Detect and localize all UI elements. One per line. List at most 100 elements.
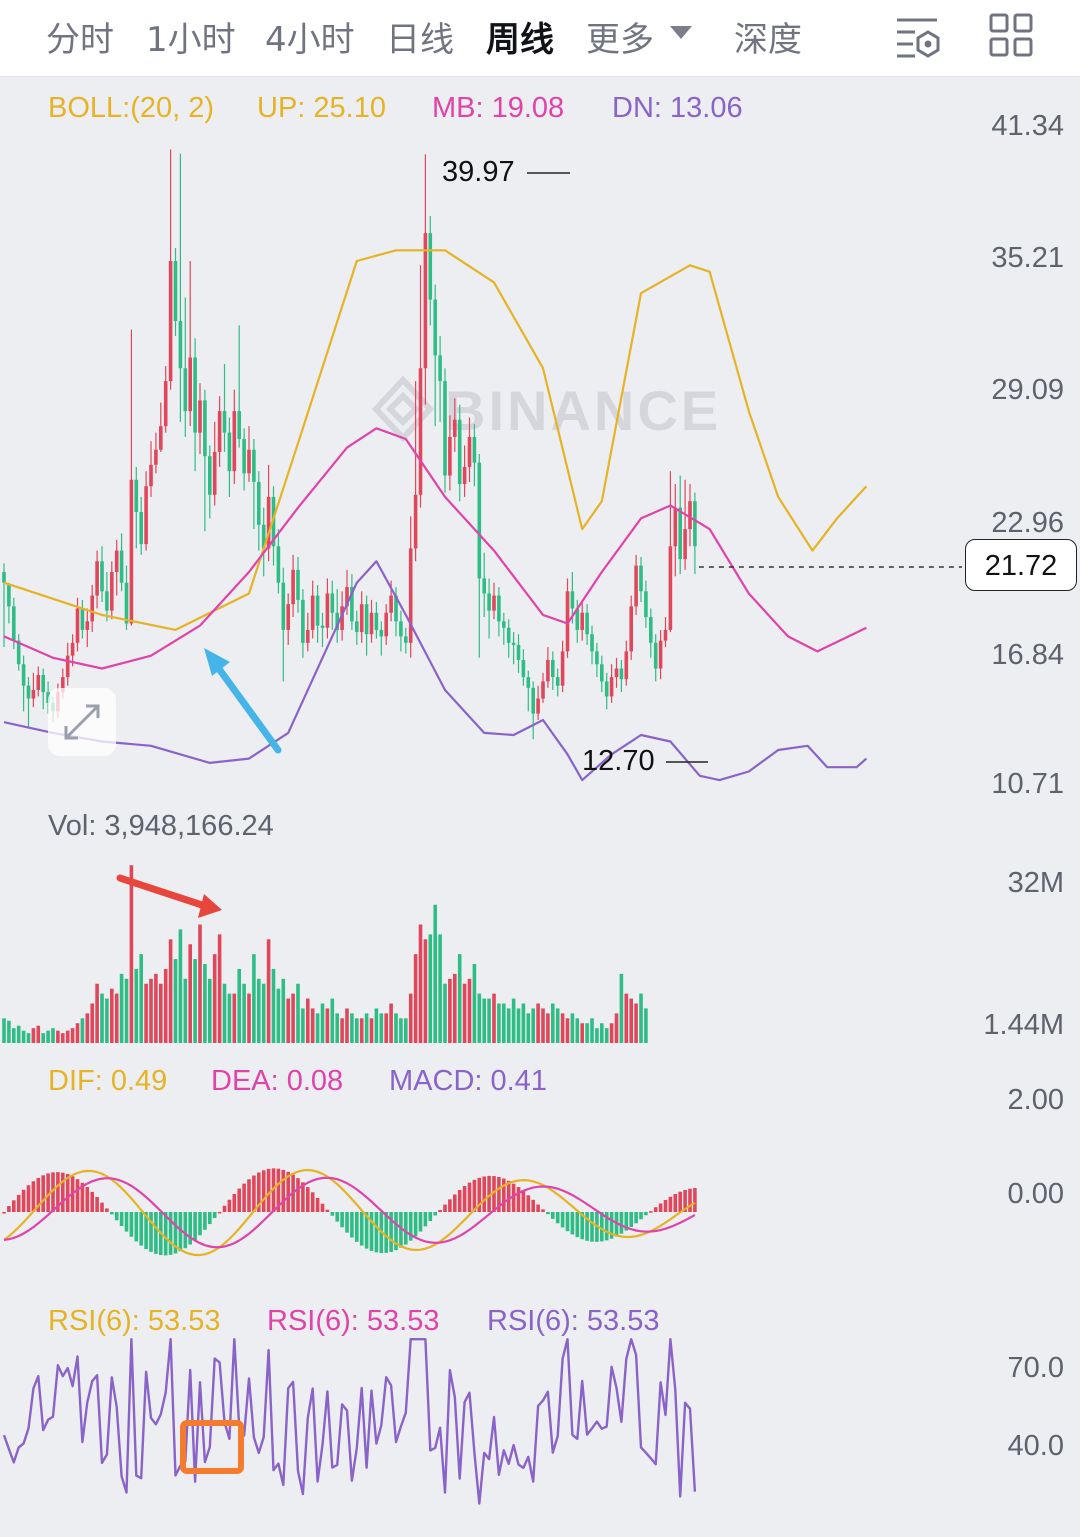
macd-histogram-bar	[296, 1178, 300, 1212]
volume-bar	[428, 934, 433, 1043]
candle-body	[232, 411, 237, 472]
candle-body	[497, 595, 501, 622]
candle-body	[575, 608, 580, 630]
macd-histogram-bar	[634, 1212, 638, 1224]
macd-histogram-bar	[668, 1196, 673, 1212]
macd-histogram-bar	[168, 1212, 173, 1255]
boll-legend-name: BOLL:(20, 2)	[48, 92, 215, 124]
volume-bar	[286, 998, 290, 1043]
volume-bar	[61, 1033, 65, 1043]
bollinger-lines	[3, 249, 962, 782]
rsi-axis-label: 70.0	[1007, 1352, 1064, 1384]
chart-settings-icon[interactable]	[893, 12, 943, 62]
candle-body	[2, 572, 6, 583]
macd-histogram-bar	[649, 1211, 653, 1213]
volume-bar	[208, 978, 212, 1043]
volume-axis-label: 32M	[1007, 867, 1064, 899]
tab-timeline[interactable]: 分时	[46, 20, 114, 60]
macd-histogram-bar	[80, 1182, 85, 1212]
grid-layout-icon[interactable]	[988, 12, 1034, 58]
volume-bar	[31, 1028, 36, 1043]
volume-bar	[217, 934, 222, 1043]
macd-histogram-bar	[551, 1212, 555, 1219]
volume-bar	[546, 1013, 550, 1043]
tab-more[interactable]: 更多	[586, 20, 654, 60]
macd-histogram-bar	[644, 1212, 648, 1216]
candle-body	[173, 260, 178, 322]
macd-histogram-bar	[448, 1199, 452, 1212]
volume-bar	[110, 988, 114, 1043]
volume-bar	[114, 993, 119, 1043]
macd-histogram-bar	[555, 1212, 560, 1224]
volume-bar	[418, 924, 423, 1043]
volume-bar	[614, 1013, 619, 1043]
candlestick-series	[2, 149, 697, 740]
volume-bar	[408, 993, 413, 1043]
expand-button[interactable]	[48, 688, 116, 756]
candle-body	[105, 591, 109, 611]
candle-body	[506, 627, 511, 643]
candle-body	[65, 655, 70, 678]
macd-histogram-bar	[237, 1188, 241, 1212]
blue-arrowhead-icon	[204, 648, 230, 676]
macd-histogram-bar	[683, 1189, 687, 1212]
volume-bar	[575, 1018, 580, 1043]
macd-histogram-bar	[472, 1179, 477, 1212]
candle-body	[100, 561, 104, 592]
candle-body	[227, 432, 232, 472]
macd-histogram-bar	[531, 1199, 535, 1212]
macd-histogram-bar	[31, 1181, 36, 1212]
volume-bar	[154, 973, 158, 1043]
candle-body	[413, 494, 418, 549]
macd-histogram-bar	[61, 1172, 65, 1212]
candle-body	[551, 659, 555, 678]
macd-histogram-bar	[7, 1206, 11, 1212]
chevron-down-icon[interactable]	[670, 26, 692, 39]
volume-bar	[482, 998, 486, 1043]
tab-daily[interactable]: 日线	[386, 20, 454, 60]
candle-body	[212, 451, 217, 495]
volume-bar	[384, 1013, 388, 1043]
blue-arrow-icon	[210, 658, 282, 754]
macd-histogram-bar	[232, 1194, 237, 1212]
macd-histogram-bar	[408, 1212, 413, 1241]
candle-body	[555, 677, 560, 686]
volume-bar	[609, 1023, 614, 1043]
candle-body	[653, 642, 658, 669]
macd-histogram-bar	[203, 1212, 207, 1230]
macd-histogram-bar	[345, 1212, 349, 1233]
tab-1h[interactable]: 1小时	[146, 20, 236, 60]
boll-up-line	[3, 249, 868, 632]
tab-4h[interactable]: 4小时	[265, 20, 355, 60]
volume-bar	[350, 1013, 354, 1043]
macd-histogram-bar	[453, 1194, 457, 1212]
price-axis-label: 22.96	[991, 507, 1064, 539]
macd-histogram-bar	[193, 1212, 197, 1241]
candle-body	[286, 604, 290, 630]
volume-bar	[399, 1018, 403, 1043]
macd-histogram-bar	[100, 1202, 104, 1212]
boll-legend-mb: MB: 19.08	[432, 92, 565, 124]
volume-bar	[173, 959, 178, 1043]
candle-body	[453, 419, 457, 437]
candle-body	[198, 400, 202, 433]
volume-bar	[526, 1013, 531, 1043]
tab-depth[interactable]: 深度	[734, 20, 802, 60]
macd-histogram-bar	[653, 1207, 658, 1212]
volume-bar	[462, 983, 467, 1043]
macd-panel	[2, 1168, 697, 1257]
tab-weekly[interactable]: 周线	[486, 20, 554, 60]
macd-dea-line	[3, 1176, 696, 1249]
macd-histogram-bar	[65, 1174, 70, 1212]
volume-bar	[306, 998, 310, 1043]
candle-body	[531, 687, 535, 714]
macd-histogram-bar	[12, 1200, 16, 1212]
macd-histogram-bar	[511, 1183, 516, 1212]
candle-body	[658, 640, 663, 669]
volume-bar	[335, 1013, 339, 1043]
macd-legend-dif: DIF: 0.49	[48, 1065, 168, 1097]
volume-bar	[472, 964, 477, 1043]
macd-histogram-bar	[364, 1212, 369, 1249]
macd-histogram-bar	[624, 1212, 629, 1231]
